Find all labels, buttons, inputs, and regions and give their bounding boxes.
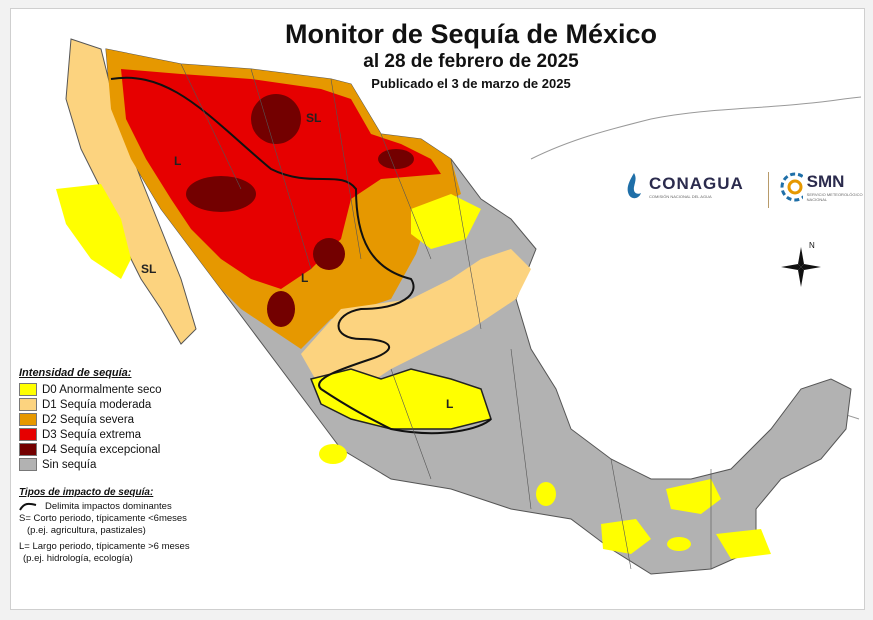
legend-item: D4 Sequía excepcional (19, 442, 239, 457)
state-borders (180, 63, 712, 570)
legend-swatch (19, 413, 37, 426)
map-frame: Monitor de Sequía de México al 28 de feb… (10, 8, 865, 610)
zone-d0-central (309, 368, 492, 430)
smn-logo: SMN SERVICIO METEOROLÓGICO NACIONAL (779, 171, 864, 203)
label-l-south: L (446, 397, 454, 411)
conagua-name: CONAGUA (649, 173, 744, 193)
legend-swatch (19, 383, 37, 396)
impact-l-example: (p.ej. hidrología, ecología) (23, 553, 133, 564)
zone-d4-chihuahua (251, 94, 301, 144)
gulf-coast-outline (530, 96, 862, 160)
conagua-subtitle: COMISIÓN NACIONAL DEL AGUA (649, 193, 712, 199)
legend-swatch (19, 443, 37, 456)
legend-swatch (19, 398, 37, 411)
legend-label: D4 Sequía excepcional (42, 443, 161, 456)
impact-line-desc: Delimita impactos dominantes (45, 501, 172, 512)
smn-emblem-icon (780, 172, 803, 202)
zone-d3 (121, 69, 441, 289)
impact-boundary (110, 76, 492, 435)
impact-legend: Tipos de impacto de sequía: Delimita imp… (19, 487, 259, 565)
legend-swatch (19, 458, 37, 471)
zone-d0-puebla (536, 482, 556, 506)
zone-d0-baja (56, 184, 131, 279)
north-label: N (809, 241, 815, 250)
boundary-line-icon (19, 502, 37, 511)
conagua-logo: CONAGUA COMISIÓN NACIONAL DEL AGUA (623, 171, 744, 201)
zone-d0-tabasco (666, 479, 721, 514)
smn-name: SMN (806, 172, 845, 191)
zone-d4-durango (313, 238, 345, 270)
zone-d0-north (411, 194, 481, 249)
legend-item: D3 Sequía extrema (19, 427, 239, 442)
legend-label: D0 Anormalmente seco (42, 383, 162, 396)
legend-label: D1 Sequía moderada (42, 398, 152, 411)
legend-label: Sin sequía (42, 458, 97, 471)
label-l-chihuahua: L (301, 271, 309, 285)
zone-d0-chiapas (716, 529, 771, 559)
zone-d0-istmo (667, 537, 691, 551)
water-drop-icon (627, 173, 641, 199)
impact-line-row: Delimita impactos dominantes (19, 501, 259, 513)
map-title: Monitor de Sequía de México (284, 19, 658, 49)
zone-d4-ne (378, 149, 414, 169)
legend-item: D1 Sequía moderada (19, 397, 239, 412)
legend-item: Sin sequía (19, 457, 239, 472)
zone-d0-oaxaca (601, 519, 651, 554)
impact-heading: Tipos de impacto de sequía: (19, 487, 154, 498)
impact-s-desc: S= Corto periodo, típicamente <6meses (19, 513, 187, 524)
smn-subtitle: SERVICIO METEOROLÓGICO NACIONAL (806, 192, 863, 202)
published-date: Publicado el 3 de marzo de 2025 (371, 76, 571, 91)
drought-map (11, 9, 864, 609)
legend-swatch (19, 428, 37, 441)
legend-label: D3 Sequía extrema (42, 428, 142, 441)
map-date: al 28 de febrero de 2025 (363, 51, 579, 72)
legend-item: D2 Sequía severa (19, 412, 239, 427)
legend-item: D0 Anormalmente seco (19, 382, 239, 397)
zone-d0-guerrero (319, 444, 347, 464)
label-sl-north: SL (306, 111, 322, 125)
logo-divider (768, 172, 769, 208)
drought-legend: Intensidad de sequía: D0 Anormalmente se… (19, 367, 239, 472)
zone-d1 (301, 249, 531, 389)
north-arrow (781, 247, 821, 287)
label-l-sonora: L (174, 154, 182, 168)
zone-d4-sinaloa (267, 291, 295, 327)
legend-heading: Intensidad de sequía: (19, 367, 132, 379)
impact-l-desc: L= Largo periodo, típicamente >6 meses (19, 541, 190, 552)
label-sl-baja: SL (141, 262, 157, 276)
impact-s-example: (p.ej. agricultura, pastizales) (27, 525, 146, 536)
zone-d4-sonora (186, 176, 256, 212)
legend-label: D2 Sequía severa (42, 413, 135, 426)
